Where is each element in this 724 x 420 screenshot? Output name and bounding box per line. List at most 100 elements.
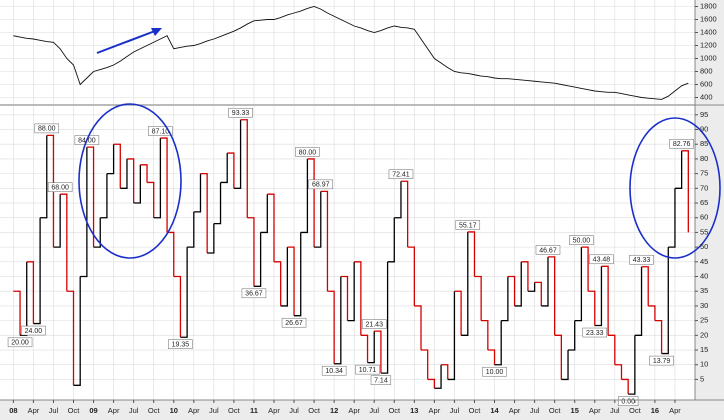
x-tick-label: Jul (610, 406, 620, 415)
y-tick-label: 1600 (700, 14, 717, 23)
y-tick-label: 600 (700, 79, 713, 88)
y-tick-label: 1400 (700, 27, 717, 36)
indicator-step (454, 290, 462, 336)
x-tick-label: Apr (348, 406, 360, 415)
indicator-step (106, 144, 115, 175)
plot-layer: 20.0024.0088.0068.0084.0087.1019.3593.33… (0, 0, 695, 406)
indicator-step (407, 246, 415, 306)
indicator-step (287, 246, 295, 316)
value-label: 0.00 (621, 398, 635, 405)
x-tick-label: Apr (589, 406, 601, 415)
x-tick-label: Jul (530, 406, 540, 415)
price-line (13, 6, 689, 100)
indicator-step (534, 281, 542, 306)
indicator-step (273, 261, 282, 306)
indicator-step (568, 320, 576, 351)
y-tick-label: 60 (700, 213, 708, 222)
indicator-step (421, 349, 429, 380)
indicator-step (320, 190, 329, 292)
indicator-step (387, 217, 395, 263)
value-label-box (370, 375, 392, 385)
x-tick-label: Jul (450, 406, 460, 415)
value-label-box (168, 339, 193, 349)
value-label: 82.76 (673, 141, 691, 148)
indicator-step (394, 181, 402, 219)
indicator-step (213, 182, 222, 225)
indicator-step (608, 334, 616, 365)
value-label-box (388, 169, 414, 179)
indicator-step (267, 193, 275, 262)
indicator-step (20, 261, 28, 336)
y-tick-label: 400 (700, 92, 713, 101)
value-label-box (7, 337, 33, 348)
indicator-step (33, 217, 41, 325)
y-tick-label: 65 (700, 198, 708, 207)
indicator-step (494, 320, 502, 366)
value-label: 68.97 (312, 182, 330, 189)
value-label-box (649, 355, 674, 366)
y-tick-label: 95 (700, 110, 708, 119)
value-label-box (281, 317, 307, 328)
value-label: 50.00 (573, 237, 591, 244)
indicator-step (80, 147, 88, 278)
indicator-step (487, 349, 496, 365)
indicator-step (681, 150, 689, 233)
x-tick-label: 14 (490, 406, 499, 415)
x-tick-label: Apr (108, 406, 120, 415)
indicator-step (467, 231, 476, 277)
indicator-step (180, 247, 188, 338)
indicator-step (26, 261, 35, 324)
value-label-box (669, 139, 694, 149)
indicator-step (588, 290, 596, 326)
value-label: 46.67 (539, 247, 557, 254)
indicator-step (187, 211, 195, 248)
x-tick-label: Apr (429, 406, 441, 415)
indicator-step (260, 194, 268, 234)
indicator-step (474, 275, 482, 321)
indicator-step (380, 261, 389, 374)
indicator-step (674, 150, 683, 189)
y-tick-label: 80 (700, 154, 708, 163)
value-label-box (295, 147, 320, 157)
indicator-step (507, 275, 516, 306)
indicator-step (561, 350, 569, 381)
highlight-ellipse (78, 103, 182, 259)
indicator-step (126, 158, 135, 204)
indicator-step (601, 265, 609, 336)
indicator-step (400, 180, 409, 248)
value-label-box (618, 396, 639, 406)
indicator-step (367, 331, 375, 364)
value-label: 93.33 (232, 110, 250, 117)
value-label-box (355, 364, 380, 375)
indicator-step (294, 232, 302, 317)
indicator-step (147, 181, 155, 218)
indicator-step (314, 191, 322, 248)
x-tick-label: Jul (49, 406, 59, 415)
indicator-step (160, 137, 168, 233)
x-tick-label: Oct (629, 406, 642, 415)
value-label-box (321, 365, 347, 376)
value-label: 72.41 (392, 172, 410, 179)
indicator-step (654, 319, 663, 354)
indicator-step (220, 153, 228, 184)
indicator-step (621, 378, 629, 395)
x-tick-label: 10 (170, 406, 178, 415)
indicator-step (233, 119, 242, 189)
x-tick-label: Oct (308, 406, 321, 415)
value-label-box (582, 327, 608, 338)
indicator-step (501, 276, 509, 322)
indicator-step (354, 261, 362, 336)
indicator-step (347, 261, 355, 322)
y-tick-label: 1200 (700, 40, 717, 49)
value-label: 24.00 (25, 328, 43, 335)
indicator-step (113, 143, 121, 189)
indicator-step (253, 232, 262, 287)
y-tick-label: 55 (700, 227, 708, 236)
value-label-box (241, 288, 267, 299)
indicator-step (574, 247, 583, 322)
y-tick-label: 35 (700, 286, 708, 295)
x-tick-label: 12 (330, 406, 338, 415)
indicator-step (73, 276, 81, 386)
indicator-step (327, 290, 335, 364)
x-tick-label: Apr (669, 406, 681, 415)
